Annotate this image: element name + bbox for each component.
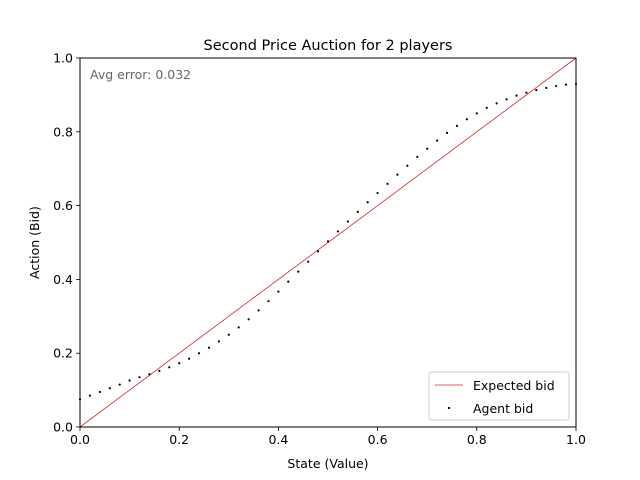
agent-bid-point: [465, 118, 468, 121]
agent-bid-point: [376, 191, 379, 195]
agent-bid-point: [406, 164, 409, 167]
agent-bid-point: [128, 379, 131, 382]
agent-bid-point: [366, 201, 369, 204]
agent-bid-point: [564, 83, 568, 86]
agent-bid-point: [455, 124, 459, 127]
agent-bid-point: [545, 86, 548, 89]
y-tick-label: 0.8: [53, 124, 73, 139]
legend-agent-bid-label: Agent bid: [473, 401, 533, 416]
plot-area: [78, 57, 578, 428]
agent-bid-point: [445, 131, 449, 135]
legend: Expected bid Agent bid: [428, 371, 570, 421]
agent-bid-point: [416, 155, 419, 158]
y-tick-label: 0.4: [53, 272, 73, 287]
agent-bid-point: [515, 94, 518, 97]
plot-frame: [79, 57, 577, 428]
agent-bid-point: [257, 309, 260, 312]
y-tick-label: 1.0: [53, 51, 73, 66]
x-tick-label: 0.2: [169, 432, 189, 447]
agent-bid-point: [178, 362, 181, 365]
agent-bid-point: [108, 387, 111, 390]
agent-bid-point: [307, 260, 310, 263]
x-tick-label: 0.4: [268, 432, 288, 447]
agent-bid-point: [247, 318, 250, 321]
expected-bid-line: [79, 57, 577, 428]
agent-bid-point: [495, 102, 498, 105]
agent-bid-point: [227, 333, 230, 336]
agent-bid-point: [436, 139, 439, 142]
agent-bid-point: [535, 89, 538, 92]
agent-bid-point: [505, 98, 508, 101]
axis-ticks: 0.0 0.2 0.4 0.6 0.8 1.0 0.0 0.2 0.4 0.6 0.8 1.0: [53, 51, 586, 448]
agent-bid-point: [138, 376, 141, 379]
y-tick-label: 0.6: [53, 198, 73, 213]
agent-bid-point: [297, 270, 300, 273]
agent-bid-point: [197, 352, 201, 355]
legend-agent-bid-swatch: [447, 406, 451, 410]
agent-bid-point: [386, 182, 389, 185]
agent-bid-point: [356, 210, 359, 213]
agent-bid-point: [267, 300, 270, 303]
agent-bid-point: [485, 106, 488, 109]
agent-bid-point: [148, 373, 151, 376]
agent-bid-point: [98, 390, 101, 394]
agent-bid-point: [475, 112, 478, 115]
legend-expected-bid-label: Expected bid: [473, 378, 555, 393]
agent-bid-point: [316, 250, 320, 253]
y-axis-label: Action (Bid): [27, 206, 42, 279]
chart-title: Second Price Auction for 2 players: [204, 38, 453, 54]
agent-bid-point: [346, 220, 349, 223]
agent-bid-point: [207, 346, 211, 349]
agent-bid-point: [525, 91, 528, 94]
y-tick-label: 0.0: [53, 420, 73, 435]
agent-bid-point: [168, 366, 171, 369]
agent-bid-point: [188, 357, 191, 360]
agent-bid-point: [88, 394, 92, 397]
agent-bid-point: [555, 84, 558, 88]
agent-bid-point: [277, 290, 280, 293]
agent-bid-point: [336, 230, 340, 233]
agent-bid-point: [237, 326, 240, 329]
legend-box: [428, 371, 570, 421]
agent-bid-point: [118, 383, 121, 386]
avg-error-annotation: Avg error: 0.032: [90, 67, 191, 82]
x-tick-label: 0.6: [368, 432, 388, 447]
x-tick-label: 1.0: [566, 432, 586, 447]
agent-bid-point: [426, 147, 429, 150]
agent-bid-point: [396, 173, 399, 176]
agent-bid-point: [158, 369, 161, 373]
agent-bid-point: [287, 280, 290, 283]
x-tick-label: 0.8: [467, 432, 487, 447]
agent-bid-point: [326, 240, 330, 243]
x-tick-label: 0.0: [70, 432, 90, 447]
agent-bid-point: [217, 340, 220, 343]
x-axis-label: State (Value): [287, 456, 368, 471]
y-tick-label: 0.2: [53, 346, 73, 361]
